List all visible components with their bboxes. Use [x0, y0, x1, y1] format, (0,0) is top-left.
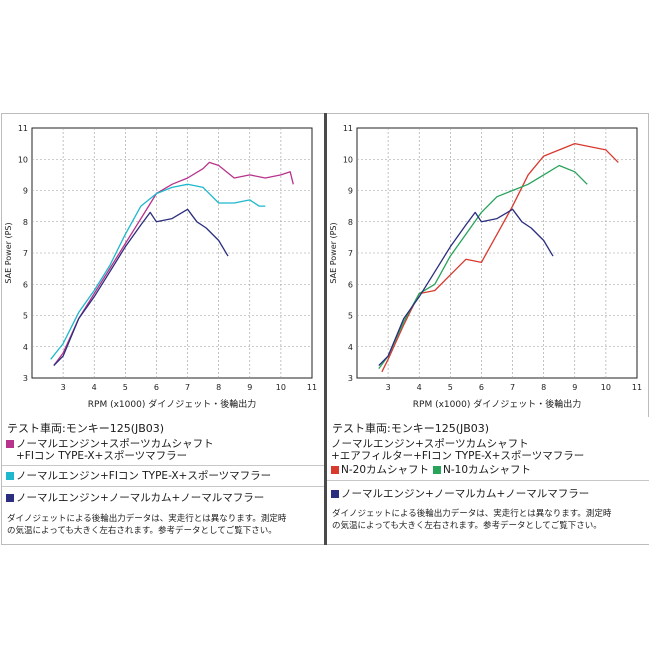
y-tick-label: 3 [23, 374, 28, 383]
right-chart: 3 4 5 6 7 8 9 10 11 3 4 5 6 7 8 9 10 11 RPM (x1000) ダイノジェッ… [329, 124, 642, 410]
x-tick-label: 9 [572, 383, 577, 392]
y-tick-label: 4 [23, 343, 28, 352]
legend-item-navy: ノーマルエンジン+ノーマルカム+ノーマルマフラー [331, 488, 589, 500]
notes: ダイノジェットによる後輪出力データは、実走行とは異なります。測定時 の気温によっ… [332, 508, 611, 532]
legend-item-navy: ノーマルエンジン+ノーマルカム+ノーマルマフラー [6, 492, 264, 504]
legend-pair: N-20カムシャフト N-10カムシャフト [331, 464, 531, 476]
x-tick-label: 5 [123, 383, 128, 392]
legend-label: N-20カムシャフト [341, 464, 430, 476]
y-axis-label: SAE Power (PS) [4, 222, 13, 283]
legend-item-cyan: ノーマルエンジン+FIコン TYPE-X+スポーツマフラー [6, 470, 271, 482]
y-tick-label: 11 [343, 124, 353, 133]
y-tick-label: 3 [348, 374, 353, 383]
x-tick-label: 4 [417, 383, 422, 392]
legend-label: ノーマルエンジン+スポーツカムシャフト [16, 438, 214, 450]
note-line: の気温によっても大きく左右されます。参考データとしてご覧下さい。 [7, 526, 277, 536]
legend-item-pink: ノーマルエンジン+スポーツカムシャフト +FIコン TYPE-X+スポーツマフラ… [6, 438, 214, 462]
x-axis-label: RPM (x1000) ダイノジェット・後輪出力 [88, 398, 256, 410]
x-tick-label: 10 [276, 383, 286, 392]
series-line-2 [53, 208, 229, 366]
separator [2, 465, 324, 466]
y-tick-label: 4 [348, 343, 353, 352]
right-panel: 3 4 5 6 7 8 9 10 11 3 4 5 6 7 8 9 10 11 RPM (x1000) ダイノジェッ… [327, 114, 649, 544]
note-line: の気温によっても大きく左右されます。参考データとしてご覧下さい。 [332, 521, 602, 531]
left-chart: 3 4 5 6 7 8 9 10 11 3 4 5 6 7 8 9 10 11 RPM (x1000) ダイノジェッ… [4, 124, 317, 410]
y-tick-label: 10 [343, 155, 353, 164]
series-line-1 [50, 183, 266, 360]
y-tick-label: 8 [348, 218, 353, 227]
y-tick-label: 9 [348, 187, 353, 196]
legend-swatch [6, 440, 14, 448]
legend-swatch [331, 490, 339, 498]
separator [2, 486, 324, 487]
x-tick-label: 7 [185, 383, 190, 392]
x-tick-label: 6 [154, 383, 159, 392]
x-tick-label: 8 [541, 383, 546, 392]
x-tick-label: 7 [510, 383, 515, 392]
x-tick-label: 9 [247, 383, 252, 392]
panel-divider [324, 113, 327, 545]
x-tick-label: 6 [479, 383, 484, 392]
x-tick-label: 11 [307, 383, 317, 392]
legend-swatch [433, 466, 442, 474]
legend-label: ノーマルエンジン+スポーツカムシャフト [331, 438, 529, 450]
x-tick-label: 3 [386, 383, 391, 392]
x-tick-label: 8 [216, 383, 221, 392]
x-tick-label: 4 [92, 383, 97, 392]
series-line-2 [378, 208, 554, 366]
legend-label: ノーマルエンジン+FIコン TYPE-X+スポーツマフラー [16, 470, 272, 482]
y-tick-label: 6 [348, 280, 353, 289]
y-tick-label: 7 [23, 249, 28, 258]
y-tick-label: 5 [23, 312, 28, 321]
series-line-0 [53, 161, 294, 366]
legend-label: N-10カムシャフト [443, 464, 532, 476]
legend-label: ノーマルエンジン+ノーマルカム+ノーマルマフラー [341, 488, 590, 500]
vehicle-label: テスト車両:モンキー125(JB03) [7, 422, 165, 435]
right-info: テスト車両:モンキー125(JB03) ノーマルエンジン+スポーツカムシャフト … [327, 417, 649, 544]
legend-item-green: N-10カムシャフト [433, 464, 531, 476]
left-info: テスト車両:モンキー125(JB03) ノーマルエンジン+スポーツカムシャフト … [2, 417, 324, 544]
x-tick-label: 3 [61, 383, 66, 392]
legend-label: ノーマルエンジン+ノーマルカム+ノーマルマフラー [16, 492, 265, 504]
y-tick-label: 10 [18, 155, 28, 164]
separator [327, 480, 649, 481]
legend-swatch [6, 494, 14, 502]
x-tick-label: 11 [632, 383, 642, 392]
left-panel: 3 4 5 6 7 8 9 10 11 3 4 5 6 7 8 9 10 11 RPM (x1000) ダイノジェッ… [2, 114, 324, 544]
x-tick-label: 5 [448, 383, 453, 392]
legend-label: +FIコン TYPE-X+スポーツマフラー [16, 450, 188, 462]
y-tick-label: 9 [23, 187, 28, 196]
y-axis-label: SAE Power (PS) [329, 222, 338, 283]
vehicle-label: テスト車両:モンキー125(JB03) [332, 422, 490, 435]
y-tick-label: 7 [348, 249, 353, 258]
y-tick-label: 8 [23, 218, 28, 227]
notes: ダイノジェットによる後輪出力データは、実走行とは異なります。測定時 の気温によっ… [7, 513, 286, 537]
x-tick-label: 10 [601, 383, 611, 392]
y-tick-label: 6 [23, 280, 28, 289]
legend-item-red: N-20カムシャフト [331, 464, 429, 476]
legend-label: +エアフィルター+FIコン TYPE-X+スポーツマフラー [331, 450, 585, 462]
note-line: ダイノジェットによる後輪出力データは、実走行とは異なります。測定時 [7, 514, 287, 524]
legend-swatch [331, 466, 339, 474]
y-tick-label: 11 [18, 124, 28, 133]
y-tick-label: 5 [348, 312, 353, 321]
legend-swatch [6, 472, 14, 480]
note-line: ダイノジェットによる後輪出力データは、実走行とは異なります。測定時 [332, 509, 612, 519]
x-axis-label: RPM (x1000) ダイノジェット・後輪出力 [413, 398, 581, 410]
legend-common: ノーマルエンジン+スポーツカムシャフト +エアフィルター+FIコン TYPE-X… [331, 438, 584, 462]
